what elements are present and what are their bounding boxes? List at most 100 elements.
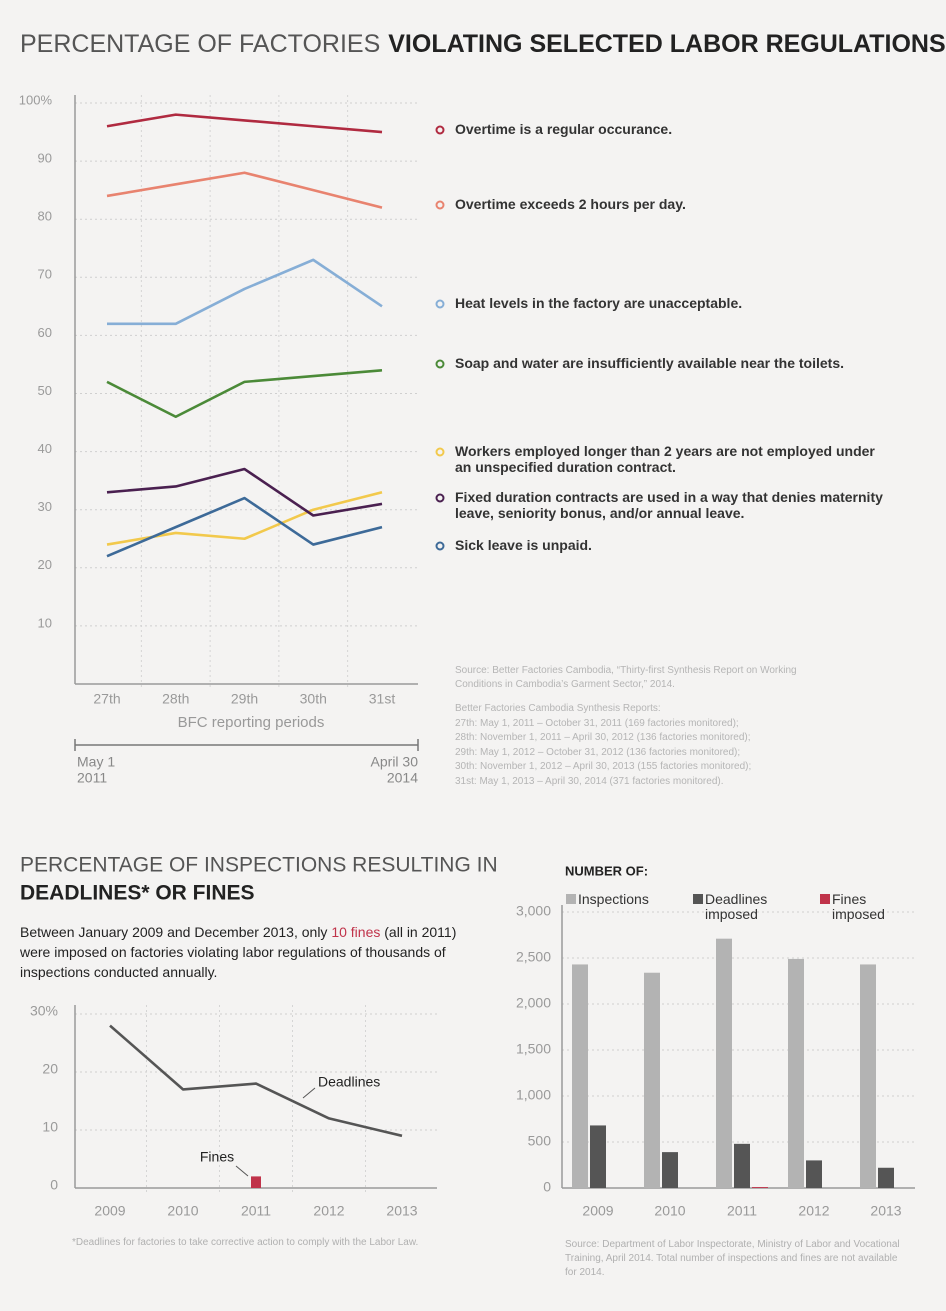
text-run: 10 fines xyxy=(331,924,381,940)
y-tick-label: 60 xyxy=(38,325,52,340)
legend-marker xyxy=(435,541,445,551)
text-run: (all in 2011) were imposed on factories … xyxy=(20,924,457,980)
y-tick-label: 20 xyxy=(42,1061,58,1077)
report-line: 27th: May 1, 2011 – October 31, 2011 (16… xyxy=(455,717,739,729)
y-tick-label: 10 xyxy=(42,1119,58,1135)
x-tick-label: 2010 xyxy=(654,1203,685,1219)
chart-title: NUMBER OF: xyxy=(565,863,648,878)
legend-label: Overtime exceeds 2 hours per day. xyxy=(455,196,686,212)
legend-marker xyxy=(435,299,445,309)
y-tick-label: 20 xyxy=(38,557,52,572)
x-tick-label: 2009 xyxy=(94,1203,125,1219)
y-tick-label: 70 xyxy=(38,267,52,282)
chart-title: PERCENTAGE OF INSPECTIONS RESULTING IN xyxy=(20,854,498,877)
y-tick-label: 3,000 xyxy=(516,903,551,919)
y-tick-label: 80 xyxy=(38,209,52,224)
y-tick-label: 2,500 xyxy=(516,949,551,965)
reports: Better Factories Cambodia Synthesis Repo… xyxy=(455,702,825,789)
x-tick-label: 2012 xyxy=(313,1203,344,1219)
title-bold: VIOLATING SELECTED LABOR REGULATIONS xyxy=(388,30,945,58)
y-tick-label: 30% xyxy=(30,1003,58,1019)
series-line xyxy=(107,258,383,326)
chart-title: DEADLINES* OR FINES xyxy=(20,882,255,905)
timeline-label: 2014 xyxy=(387,770,418,786)
legend-label: Soap and water are insufficiently availa… xyxy=(455,355,845,371)
series-line xyxy=(106,113,383,134)
timeline-label: April 30 xyxy=(371,754,419,770)
report-line: 29th: May 1, 2012 – October 31, 2012 (13… xyxy=(455,746,741,758)
bar xyxy=(644,972,660,1188)
bar xyxy=(788,958,804,1188)
bar xyxy=(860,964,876,1188)
legend-label: Deadlines imposed xyxy=(705,891,768,922)
legend-label: Fines imposed xyxy=(832,891,885,922)
x-tick-label: 2009 xyxy=(582,1203,613,1219)
chart-title: PERCENTAGE OF FACTORIES VIOLATING SELECTE… xyxy=(20,30,946,58)
x-axis-title: BFC reporting periods xyxy=(178,714,325,731)
y-tick-label: 500 xyxy=(528,1133,552,1149)
reports-title: Better Factories Cambodia Synthesis Repo… xyxy=(455,703,661,714)
y-tick-label: 30 xyxy=(38,499,52,514)
legend-swatch xyxy=(693,894,703,904)
legend-label: Workers employed longer than 2 years are… xyxy=(455,443,875,475)
y-tick-label: 40 xyxy=(38,441,52,456)
timeline-label: 2011 xyxy=(77,770,107,786)
x-tick-label: 30th xyxy=(300,691,327,707)
bar xyxy=(878,1167,894,1188)
bar xyxy=(734,1143,750,1188)
y-tick-label: 100% xyxy=(19,92,53,107)
bar xyxy=(572,964,588,1188)
bar xyxy=(251,1176,261,1188)
x-tick-label: 31st xyxy=(369,691,396,707)
series-line xyxy=(106,368,383,419)
y-tick-label: 1,000 xyxy=(516,1087,551,1103)
title-light: PERCENTAGE OF FACTORIES xyxy=(20,30,380,58)
footnote: *Deadlines for factories to take correct… xyxy=(72,1237,419,1248)
description: Between January 2009 and December 2013, … xyxy=(20,922,460,982)
x-tick-label: 28th xyxy=(162,691,189,707)
y-tick-label: 2,000 xyxy=(516,995,551,1011)
x-tick-label: 27th xyxy=(93,691,120,707)
legend-marker xyxy=(435,447,445,457)
x-tick-label: 2013 xyxy=(870,1203,901,1219)
bar xyxy=(752,1187,768,1188)
legend-marker xyxy=(435,200,445,210)
legend-marker xyxy=(435,493,445,503)
series-line xyxy=(106,496,383,558)
y-tick-label: 1,500 xyxy=(516,1041,551,1057)
y-tick-label: 10 xyxy=(38,615,52,630)
y-tick-label: 0 xyxy=(543,1179,551,1195)
legend-swatch xyxy=(820,894,830,904)
timeline-label: May 1 xyxy=(77,754,115,770)
legend-label: Inspections xyxy=(578,891,649,907)
series-line xyxy=(106,467,383,517)
x-tick-label: 2011 xyxy=(727,1203,757,1219)
legend-swatch xyxy=(566,894,576,904)
bar xyxy=(806,1160,822,1188)
label-leader xyxy=(302,1087,316,1099)
source: Source: Better Factories Cambodia, “Thir… xyxy=(455,665,797,690)
legend-marker xyxy=(435,359,445,369)
y-tick-label: 0 xyxy=(50,1177,58,1193)
legend-label: Sick leave is unpaid. xyxy=(455,537,592,553)
report-line: 28th: November 1, 2011 – April 30, 2012 … xyxy=(455,732,751,743)
x-tick-label: 29th xyxy=(231,691,258,707)
report-line: 31st: May 1, 2013 – April 30, 2014 (371 … xyxy=(455,775,724,787)
report-line: 30th: November 1, 2012 – April 30, 2013 … xyxy=(455,761,752,772)
x-tick-label: 2013 xyxy=(386,1203,417,1219)
bar xyxy=(716,938,732,1188)
y-tick-label: 50 xyxy=(38,383,52,398)
bar xyxy=(590,1125,606,1188)
label-leader xyxy=(235,1165,249,1177)
legend-label: Fixed duration contracts are used in a w… xyxy=(455,489,883,521)
x-tick-label: 2011 xyxy=(241,1203,271,1219)
x-tick-label: 2012 xyxy=(798,1203,829,1219)
bar xyxy=(662,1152,678,1188)
x-tick-label: 2010 xyxy=(167,1203,198,1219)
series-label: Deadlines xyxy=(318,1074,380,1090)
text-run: Between January 2009 and December 2013, … xyxy=(20,924,332,940)
y-tick-label: 90 xyxy=(38,151,52,166)
legend-marker xyxy=(435,125,445,135)
